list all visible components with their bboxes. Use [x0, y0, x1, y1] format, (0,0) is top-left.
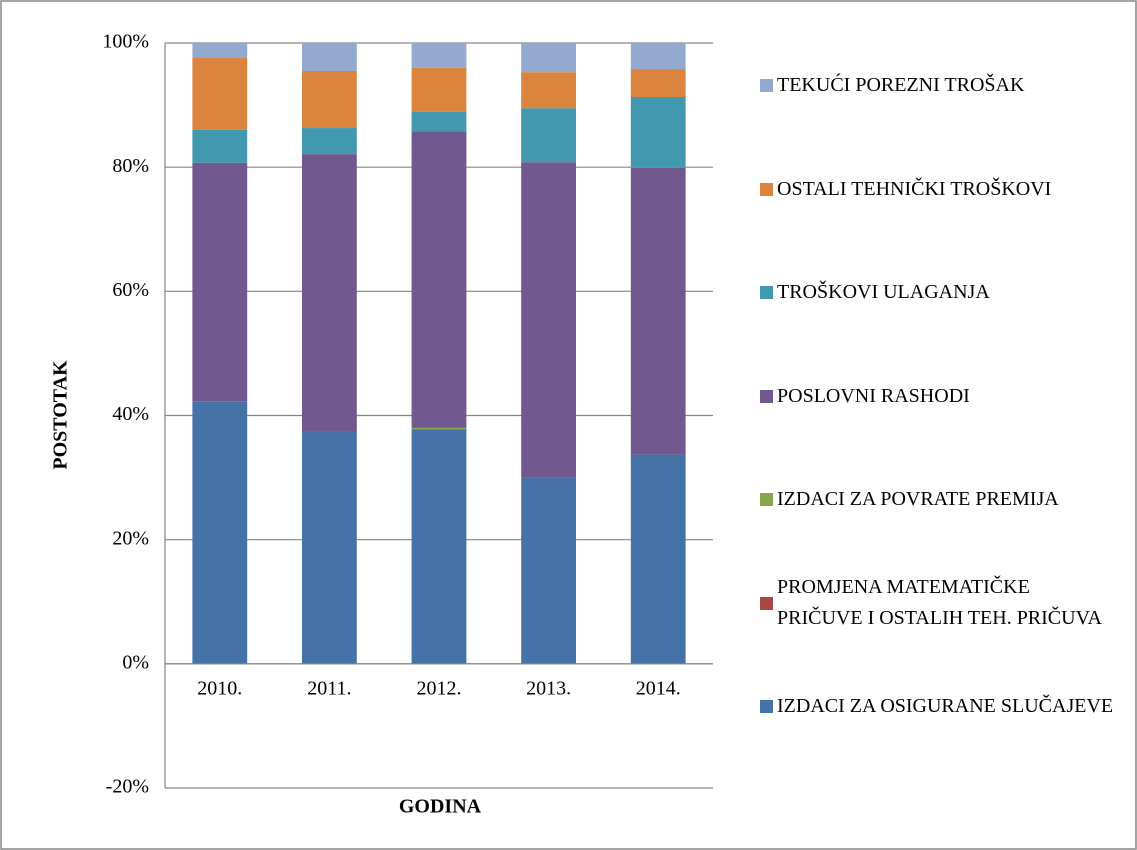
legend-swatch: [760, 596, 773, 610]
legend-swatch: [760, 700, 773, 713]
bar-segment: [302, 431, 357, 664]
legend-label: TEKUĆI POREZNI TROŠAK: [777, 74, 1025, 96]
x-tick-label: 2010.: [197, 677, 242, 699]
bar-segment: [521, 43, 576, 73]
x-axis-label: GODINA: [399, 796, 482, 818]
bar-segment: [630, 167, 686, 455]
legend-swatch: [760, 493, 773, 506]
legend-swatch: [760, 286, 773, 299]
legend-swatch: [760, 79, 773, 92]
x-tick-label: 2011.: [307, 677, 351, 699]
legend-swatch: [760, 182, 773, 196]
y-tick-label: -20%: [106, 776, 149, 798]
bar-segment: [192, 401, 248, 664]
bar-segment: [521, 162, 576, 478]
bar-segment: [302, 128, 357, 155]
x-tick-label: 2014.: [636, 677, 681, 699]
y-tick-label: 60%: [112, 279, 149, 301]
bar-segment: [521, 477, 576, 664]
y-tick-label: 80%: [112, 155, 149, 177]
x-tick-label: 2013.: [526, 677, 571, 699]
y-tick-label: 20%: [112, 527, 149, 549]
legend-item: POSLOVNI RASHODI: [760, 345, 1120, 448]
bar-segment: [411, 427, 467, 430]
bar-segment: [192, 57, 248, 130]
y-tick-label: 100%: [102, 31, 149, 53]
legend-item: TROŠKOVI ULAGANJA: [760, 241, 1120, 344]
x-tick-label: 2012.: [417, 677, 462, 699]
bar-segment: [630, 97, 686, 168]
bar-segment: [521, 108, 576, 163]
bar-segment: [192, 162, 248, 402]
bar-segment: [302, 154, 357, 432]
bar-segment: [411, 429, 467, 664]
bar-segment: [411, 67, 467, 112]
legend-swatch: [760, 389, 773, 403]
bar-segment: [192, 43, 248, 58]
bar-segment: [630, 43, 686, 70]
y-axis-label: POSTOTAK: [50, 360, 72, 470]
legend-label: TROŠKOVI ULAGANJA: [777, 281, 990, 303]
legend-item: TEKUĆI POREZNI TROŠAK: [760, 34, 1120, 137]
bar-segment: [192, 129, 248, 163]
legend-item: OSTALI TEHNIČKI TROŠKOVI: [760, 138, 1120, 241]
y-tick-label: 0%: [122, 651, 149, 673]
bar-segment: [521, 72, 576, 109]
legend-label: IZDACI ZA POVRATE PREMIJA: [777, 488, 1059, 510]
legend-label: PROMJENA MATEMATIČKE PRIČUVE I OSTALIH T…: [777, 576, 1102, 629]
bar-segment: [411, 43, 467, 68]
bar-segment: [302, 43, 357, 71]
bar-segment: [302, 70, 357, 129]
bar-segment: [411, 111, 467, 132]
legend-item: IZDACI ZA OSIGURANE SLUČAJEVE: [760, 655, 1120, 758]
legend-item: IZDACI ZA POVRATE PREMIJA: [760, 448, 1120, 551]
bar-segment: [411, 131, 467, 428]
legend-label: IZDACI ZA OSIGURANE SLUČAJEVE: [777, 695, 1114, 717]
y-tick-label: 40%: [112, 403, 149, 425]
bar-segment: [630, 454, 686, 664]
legend-label: POSLOVNI RASHODI: [777, 384, 970, 407]
legend-item: PROMJENA MATEMATIČKE PRIČUVE I OSTALIH T…: [760, 552, 1120, 655]
bar-segment: [630, 69, 686, 98]
legend-label: OSTALI TEHNIČKI TROŠKOVI: [777, 177, 1052, 200]
